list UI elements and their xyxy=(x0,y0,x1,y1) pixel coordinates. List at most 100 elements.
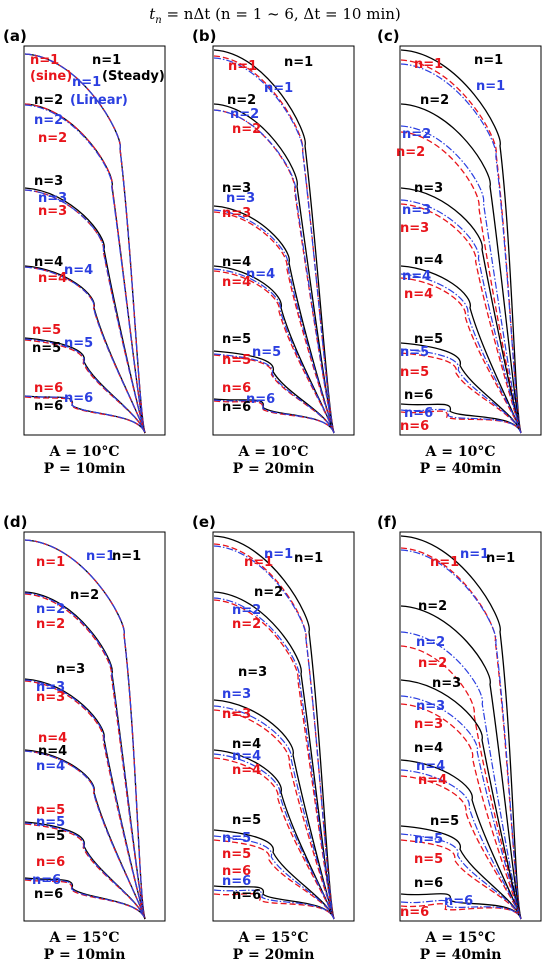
steady-curve-n5 xyxy=(400,342,522,434)
curve-label-steady: n=5 xyxy=(414,332,443,347)
legend-linear: (Linear) xyxy=(70,93,128,108)
curves-group xyxy=(213,535,335,920)
linear-curve-n4 xyxy=(400,769,522,920)
curve-label-steady: n=4 xyxy=(38,744,67,759)
curve-label-sine: n=3 xyxy=(38,204,67,219)
curves-group xyxy=(24,539,146,920)
steady-curve-n2 xyxy=(400,605,522,920)
panel-d: (d)n=1 n=1n=1n=2n=2n=2n=3n=3n=3n=4n=4n=4n… xyxy=(3,513,166,961)
curve-label-sine: n=4 xyxy=(404,287,433,302)
curve-label-sine: n=2 xyxy=(36,617,65,632)
linear-curve-n1 xyxy=(24,539,146,920)
caption-amplitude: A = 15°C xyxy=(49,930,120,946)
curve-label-linear: n=4 xyxy=(416,759,445,774)
curve-label-linear: n=1 xyxy=(86,549,115,564)
curve-label-sine: n=6 xyxy=(222,381,251,396)
sine-curve-n4 xyxy=(213,757,335,920)
curve-label-sine: n=2 xyxy=(232,122,261,137)
curve-label-linear: n=4 xyxy=(246,267,275,282)
curve-label-sine: n=1 xyxy=(30,53,59,68)
linear-curve-n2 xyxy=(400,631,522,920)
steady-curve-n5 xyxy=(400,825,522,920)
panel-frame xyxy=(23,531,166,922)
curve-label-sine: n=6 xyxy=(34,381,63,396)
curve-label-linear: n=6 xyxy=(404,406,433,421)
curve-label-steady: n=6 xyxy=(222,400,251,415)
steady-curve-n1 xyxy=(400,49,522,434)
curve-label-steady: n=5 xyxy=(36,829,65,844)
panel-e: (e)n=1n=1 n=1n=2n=2n=2n=3n=3n=3n=4n=4n=4n… xyxy=(192,513,355,961)
curve-label-steady: n=4 xyxy=(34,255,63,270)
sine-curve-n1 xyxy=(24,53,146,434)
curve-label-linear: n=2 xyxy=(402,127,431,142)
linear-curve-n3 xyxy=(213,705,335,920)
linear-curve-n2 xyxy=(24,592,146,920)
panel-frame xyxy=(399,531,542,922)
caption-period: P = 10min xyxy=(44,461,126,477)
linear-curve-n1 xyxy=(213,545,335,920)
sine-curve-n5 xyxy=(400,839,522,920)
curve-label-sine: n=4 xyxy=(222,275,251,290)
linear-curve-n4 xyxy=(213,753,335,920)
curve-label-sine: n=5 xyxy=(36,803,65,818)
steady-curve-n1 xyxy=(24,53,146,434)
panel-label: (e) xyxy=(192,513,216,531)
curve-label-steady: n=1 xyxy=(486,551,515,566)
curve-label-steady: n=6 xyxy=(232,888,261,903)
curves-group xyxy=(400,535,522,920)
curve-label-steady: n=3 xyxy=(34,174,63,189)
curve-label-steady: n=1 xyxy=(474,53,503,68)
curve-label-linear: n=5 xyxy=(36,815,65,830)
curve-label-steady: n=6 xyxy=(414,876,443,891)
curve-label-sine: n=4 xyxy=(38,271,67,286)
caption-period: P = 20min xyxy=(233,461,315,477)
legend-sine: (sine) xyxy=(30,69,72,84)
curve-label-linear: n=1 xyxy=(476,79,505,94)
linear-curve-n5 xyxy=(213,353,335,434)
sine-curve-n6 xyxy=(400,903,522,920)
curve-label-sine: n=2 xyxy=(38,131,67,146)
linear-curve-n6 xyxy=(24,878,146,920)
curve-label-steady: n=1 xyxy=(284,55,313,70)
curve-label-steady: n=6 xyxy=(34,887,63,902)
curve-label-steady: n=2 xyxy=(420,93,449,108)
curve-label-sine: n=2 xyxy=(418,656,447,671)
curve-label-steady: n=2 xyxy=(418,599,447,614)
curve-label-linear: n=3 xyxy=(226,191,255,206)
curve-label-sine: n=2 xyxy=(232,617,261,632)
curve-label-linear: n=4 xyxy=(402,269,431,284)
sine-curve-n2 xyxy=(24,593,146,920)
linear-curve-n3 xyxy=(213,209,335,434)
curve-label-linear: n=5 xyxy=(222,831,251,846)
caption-amplitude: A = 10°C xyxy=(238,444,309,460)
curve-label-steady: n=3 xyxy=(222,181,251,196)
caption-amplitude: A = 15°C xyxy=(238,930,309,946)
sine-curve-n4 xyxy=(400,277,522,434)
panel-label: (d) xyxy=(3,513,27,531)
linear-curve-n3 xyxy=(24,679,146,920)
curve-label-steady: n=5 xyxy=(32,341,61,356)
curve-label-steady: n=2 xyxy=(254,585,283,600)
curve-label-sine: n=1 xyxy=(36,555,65,570)
curve-label-steady: n=6 xyxy=(34,399,63,414)
panel-c: (c)n=1 n=1n=1n=2n=2n=2n=3n=3n=3n=4n=4n=4n… xyxy=(377,27,542,477)
panel-a: (a)n=1n=1n=1n=2n=2n=2n=3n=3n=3n=4n=4n=4n… xyxy=(3,27,166,477)
caption-amplitude: A = 15°C xyxy=(425,930,496,946)
curve-label-linear: n=1 xyxy=(460,547,489,562)
curve-label-sine: n=1 xyxy=(414,57,443,72)
curve-label-steady: n=6 xyxy=(404,388,433,403)
caption-period: P = 40min xyxy=(420,947,502,961)
curve-label-linear: n=1 xyxy=(264,81,293,96)
curve-label-linear: n=5 xyxy=(414,832,443,847)
curve-label-linear: n=3 xyxy=(36,680,65,695)
curve-label-linear: n=2 xyxy=(230,107,259,122)
linear-curve-n2 xyxy=(24,104,146,434)
curve-label-sine: n=1 xyxy=(244,555,273,570)
curve-label-sine: n=5 xyxy=(32,323,61,338)
linear-curve-n4 xyxy=(213,268,335,434)
steady-curve-n2 xyxy=(400,103,522,434)
panel-frame xyxy=(212,531,355,922)
curve-label-linear: n=3 xyxy=(222,687,251,702)
linear-curve-n4 xyxy=(24,750,146,920)
curve-label-linear: n=3 xyxy=(416,699,445,714)
